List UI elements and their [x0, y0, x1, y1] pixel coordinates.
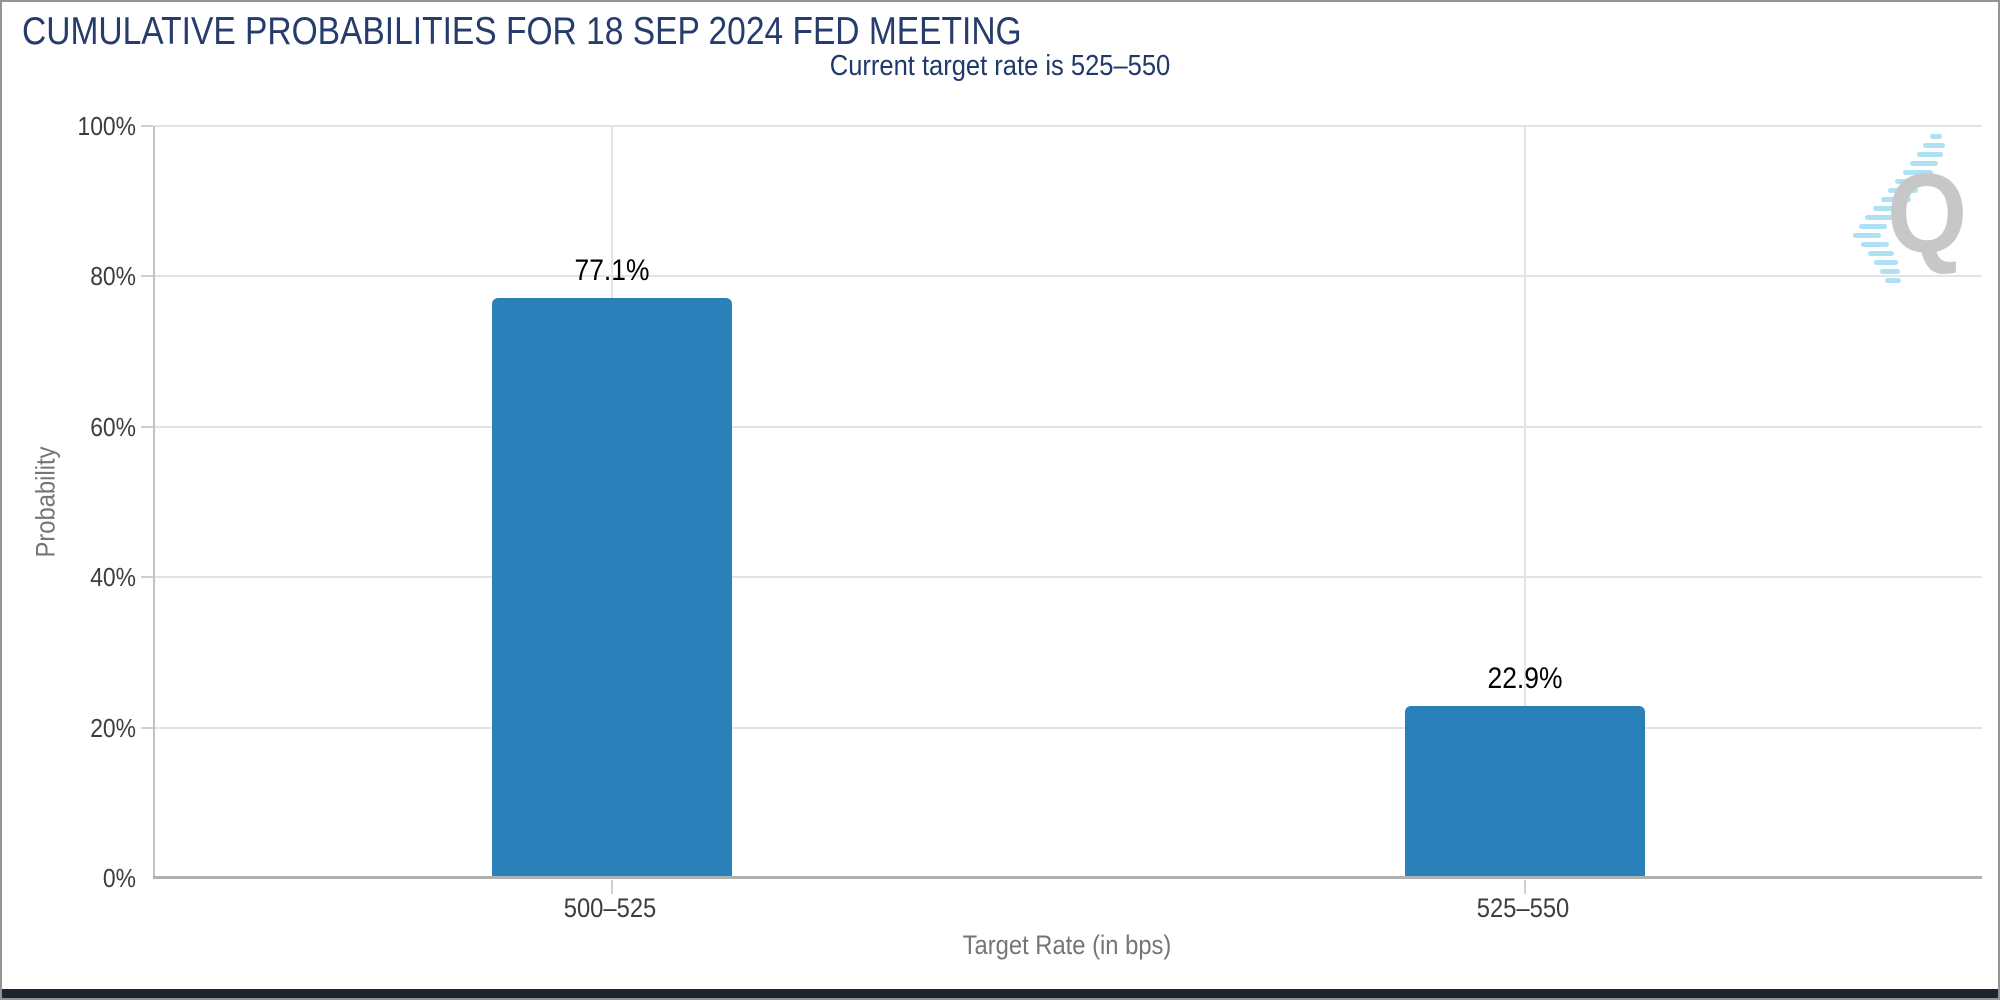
logo-streak-dash: [1868, 251, 1894, 256]
x-axis-tick: [610, 880, 613, 894]
logo-streak-dash: [1910, 161, 1938, 166]
x-axis-line: [153, 876, 1982, 879]
logo-streak-dash: [1930, 134, 1942, 139]
logo-q-letter: Q: [1887, 151, 1968, 276]
logo-streak-dash: [1880, 269, 1900, 274]
logo-streak-dash: [1881, 197, 1911, 202]
page-title: CUMULATIVE PROBABILITIES FOR 18 SEP 2024…: [22, 10, 1022, 53]
y-axis-tick: [141, 425, 153, 428]
plot-area: 77.1% 22.9%: [141, 125, 1982, 894]
h-gridline: [155, 425, 1982, 428]
y-axis-tick: [141, 576, 153, 579]
logo-streak-dash: [1865, 215, 1895, 220]
y-axis-tick: [141, 726, 153, 729]
logo-streak-dash: [1885, 278, 1901, 283]
logo-streak-dash: [1895, 179, 1925, 184]
logo-streak-dash: [1923, 143, 1945, 148]
v-gridline: [1524, 126, 1527, 878]
quikstrike-logo: Q: [1835, 120, 1975, 288]
y-axis-tick: [141, 125, 153, 127]
y-tick-label: 0%: [102, 863, 136, 893]
x-axis-tick: [1524, 880, 1527, 894]
h-gridline: [155, 576, 1982, 579]
x-axis-title: Target Rate (in bps): [962, 930, 1172, 960]
h-gridline: [155, 726, 1982, 729]
footer-bar: [2, 989, 1998, 998]
x-tick-label: 525–550: [1476, 893, 1570, 923]
y-tick-label: 60%: [90, 411, 136, 442]
probability-bar[interactable]: [1405, 705, 1646, 878]
logo-streak-dash: [1873, 206, 1903, 211]
chart-subtitle: Current target rate is 525–550: [829, 50, 1171, 82]
logo-streak-dash: [1859, 224, 1887, 229]
y-tick-label: 40%: [90, 562, 136, 593]
y-tick-label: 80%: [90, 261, 136, 292]
logo-swoosh-icon: [1853, 134, 1945, 283]
probability-bar[interactable]: [491, 298, 732, 878]
x-tick-label: 500–525: [563, 893, 657, 923]
y-tick-label: 20%: [90, 712, 136, 743]
logo-streak-dash: [1874, 260, 1898, 265]
logo-streak-dash: [1888, 188, 1918, 193]
logo-streak-dash: [1903, 170, 1933, 175]
y-axis-title-text: Probability: [30, 446, 61, 558]
logo-streak-dash: [1853, 233, 1881, 238]
bar-value-label: 77.1%: [574, 254, 650, 288]
y-tick-label: 100%: [77, 111, 136, 141]
bar-value-label: 22.9%: [1487, 661, 1563, 695]
y-axis-tick: [141, 275, 153, 278]
h-gridline: [155, 125, 1982, 127]
logo-streak-dash: [1917, 152, 1943, 157]
h-gridline: [155, 275, 1982, 278]
logo-streak-dash: [1861, 242, 1889, 247]
